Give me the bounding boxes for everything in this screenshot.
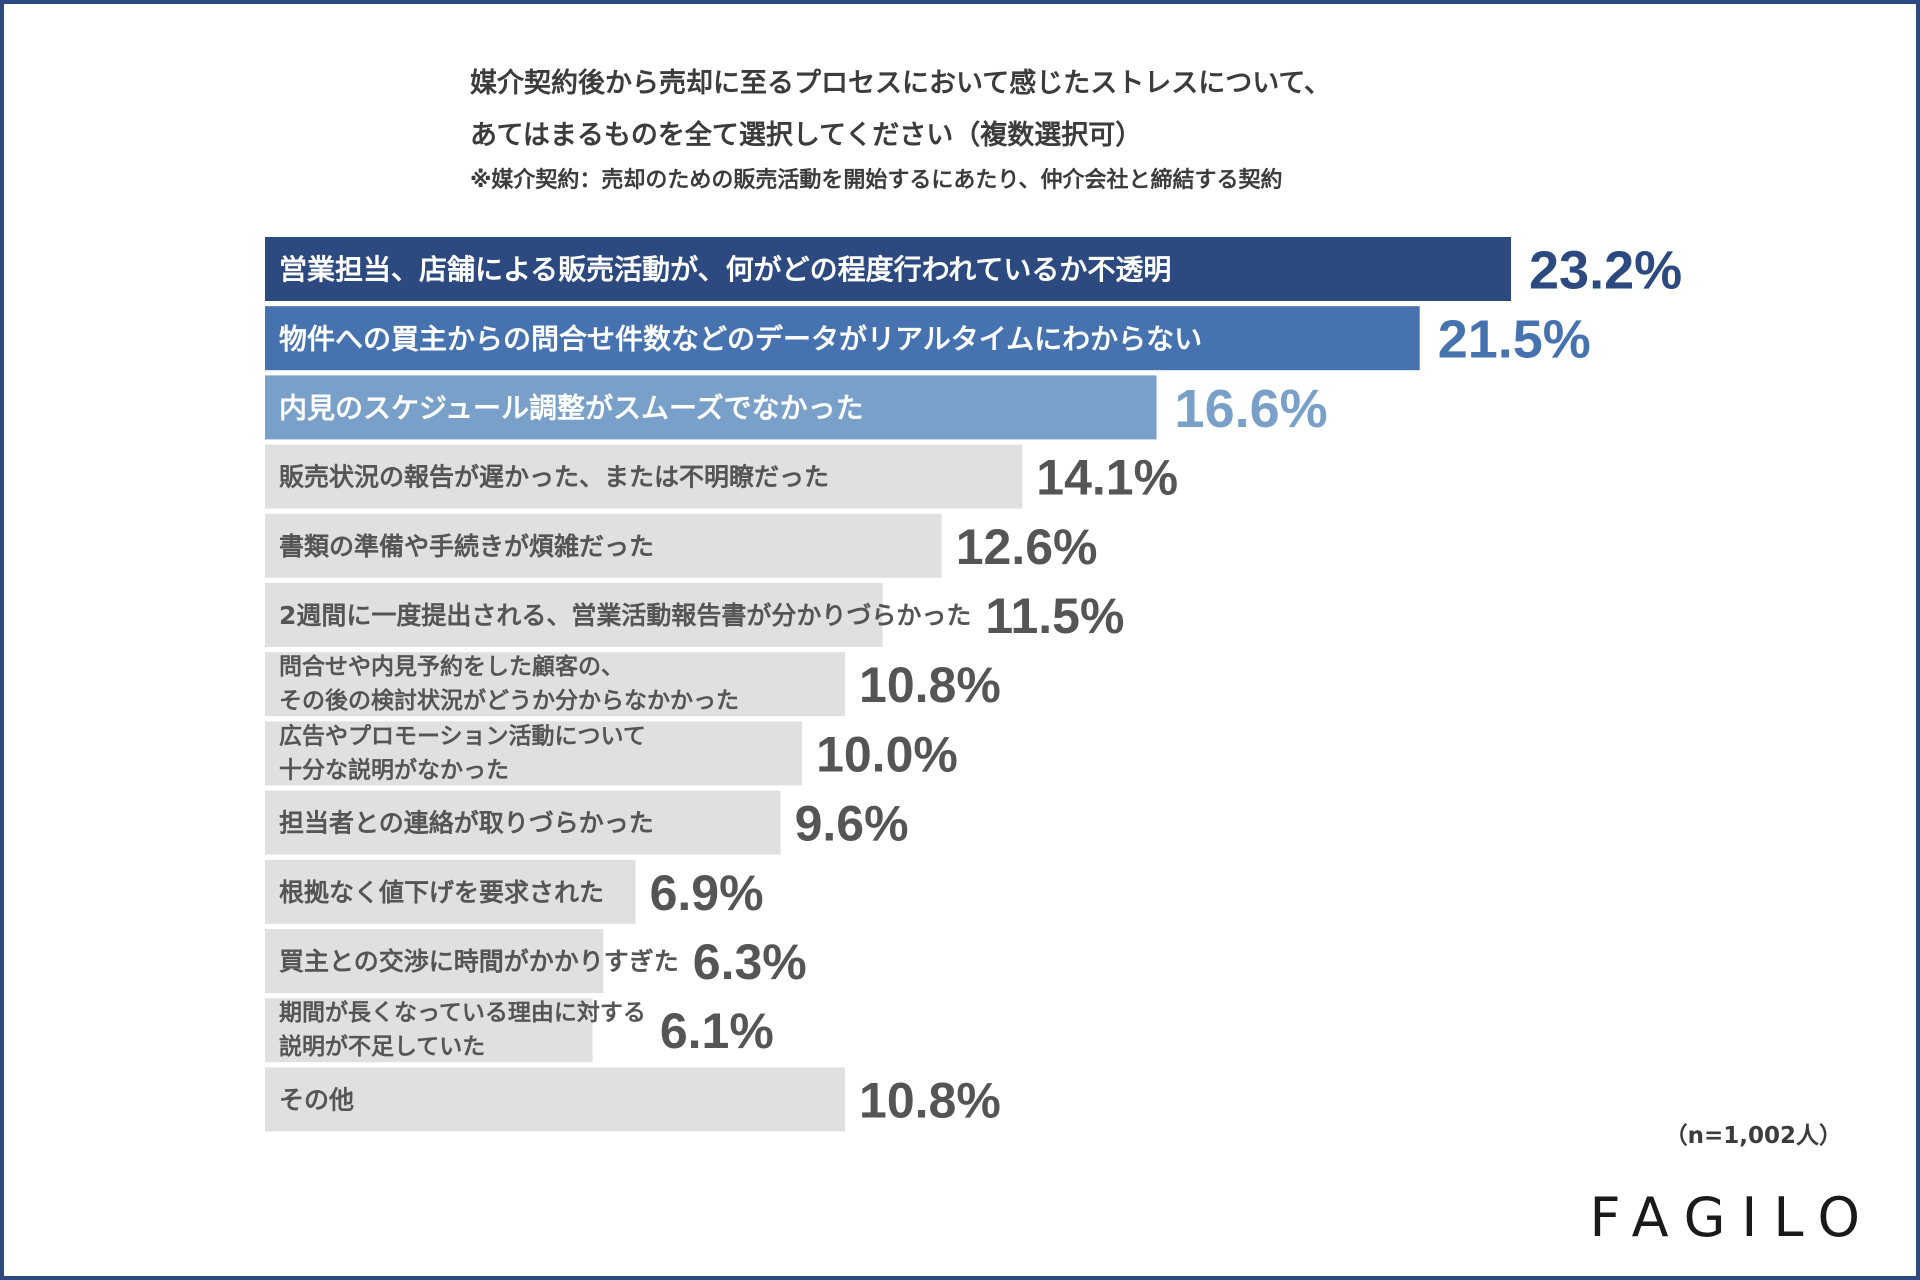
value-label-13: 10.8% <box>859 1072 1001 1128</box>
value-label-1: 23.2% <box>1529 240 1682 300</box>
category-label-1: 営業担当、店舗による販売活動が、何がどの程度行われているか不透明 <box>279 253 1171 286</box>
bar-10 <box>265 859 636 924</box>
value-label-8: 10.0% <box>816 726 958 782</box>
value-label-5: 12.6% <box>956 519 1098 575</box>
bar-6 <box>265 583 883 647</box>
value-label-7: 10.8% <box>859 657 1001 713</box>
value-label-9: 9.6% <box>795 796 909 852</box>
bar-2 <box>265 306 1420 371</box>
category-label-13: その他 <box>279 1085 354 1114</box>
value-label-3: 16.6% <box>1175 379 1328 439</box>
category-label-7: 問合せや内見予約をした顧客の、その後の検討状況がどうか分からなかかった <box>279 653 739 714</box>
category-label-2: 物件への買主からの問合せ件数などのデータがリアルタイムにわからない <box>279 322 1202 355</box>
category-label-line: 十分な説明がなかった <box>279 756 509 783</box>
bar-11 <box>265 929 604 993</box>
category-label-line: 説明が不足していた <box>279 1033 485 1060</box>
title-line-2: あてはまるものを全て選択してください（複数選択可） <box>470 120 1143 151</box>
category-label-line: 広告やプロモーション活動について <box>279 722 646 749</box>
category-label-9: 担当者との連絡が取りづらかった <box>279 809 654 838</box>
bar-8 <box>265 721 803 786</box>
bar-4 <box>265 444 1023 509</box>
bar-7 <box>265 652 846 717</box>
category-label-5: 書類の準備や手続きが煩雑だった <box>279 532 654 561</box>
brand-logo: FAGILO <box>1589 1186 1876 1249</box>
category-label-4: 販売状況の報告が遅かった、または不明瞭だった <box>279 463 829 492</box>
value-label-2: 21.5% <box>1438 310 1591 370</box>
title-note: ※媒介契約：売却のための販売活動を開始するにあたり、仲介会社と締結する契約 <box>470 168 1283 193</box>
bar-12 <box>265 998 593 1063</box>
chart-title: 媒介契約後から売却に至るプロセスにおいて感じたストレスについて、 あてはまるもの… <box>470 58 1620 198</box>
category-label-3: 内見のスケジュール調整がスムーズでなかった <box>279 391 864 424</box>
category-label-line: その後の検討状況がどうか分からなかかった <box>279 687 739 714</box>
category-label-10: 根拠なく値下げを要求された <box>279 878 604 907</box>
bar-1 <box>265 237 1511 301</box>
value-label-10: 6.9% <box>650 865 764 921</box>
value-label-12: 6.1% <box>660 1003 774 1059</box>
category-label-12: 期間が長くなっている理由に対する説明が不足していた <box>279 999 646 1060</box>
value-label-4: 14.1% <box>1036 450 1178 506</box>
bar-3 <box>265 375 1157 440</box>
title-line-1: 媒介契約後から売却に至るプロセスにおいて感じたストレスについて、 <box>470 68 1332 99</box>
bar-9 <box>265 790 781 855</box>
category-label-8: 広告やプロモーション活動について十分な説明がなかった <box>279 722 646 783</box>
sample-size: （n=1,002人） <box>1664 1123 1842 1149</box>
value-label-11: 6.3% <box>693 934 807 990</box>
category-label-line: 期間が長くなっている理由に対する <box>279 999 646 1026</box>
bar-5 <box>265 513 942 578</box>
category-label-6: 2週間に一度提出される、営業活動報告書が分かりづらかった <box>279 601 971 630</box>
category-label-line: 問合せや内見予約をした顧客の、 <box>279 653 624 680</box>
value-label-6: 11.5% <box>985 588 1124 644</box>
bar-13 <box>265 1067 846 1132</box>
category-label-11: 買主との交渉に時間がかかりすぎた <box>279 947 679 976</box>
